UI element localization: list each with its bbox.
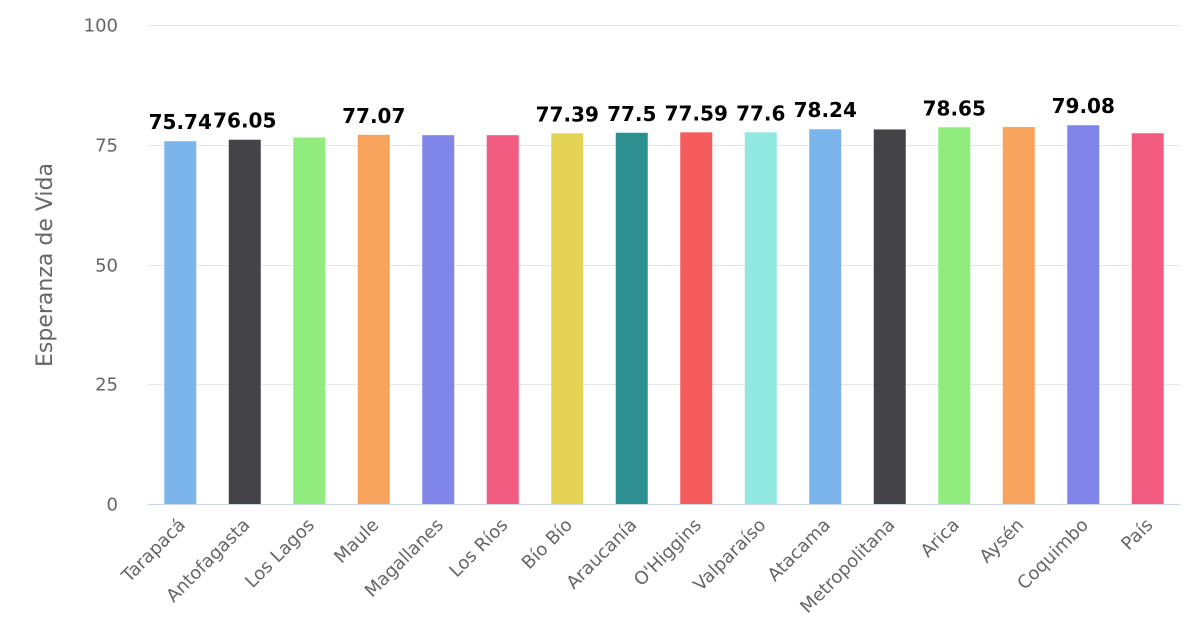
bar[interactable] xyxy=(873,129,906,504)
bar[interactable] xyxy=(551,133,584,505)
data-label: 77.39 xyxy=(536,102,599,126)
data-label: 77.6 xyxy=(736,101,785,125)
bar[interactable] xyxy=(1131,133,1164,504)
data-label: 76.05 xyxy=(213,109,276,133)
y-tick-label: 100 xyxy=(84,16,118,37)
bar[interactable] xyxy=(744,132,777,504)
bar[interactable] xyxy=(486,135,519,505)
x-tick-label: Araucanía xyxy=(562,515,641,594)
bars-layer xyxy=(164,125,1164,505)
bar[interactable] xyxy=(164,141,197,505)
data-label: 79.08 xyxy=(1052,94,1115,118)
y-tick-label: 50 xyxy=(95,256,118,277)
bar[interactable] xyxy=(680,132,713,504)
x-tick-label: Los Ríos xyxy=(445,515,512,582)
x-tick-label: Los Lagos xyxy=(241,515,319,593)
bar[interactable] xyxy=(1002,127,1035,504)
y-tick-label: 25 xyxy=(95,375,118,396)
x-tick-label: Bío Bío xyxy=(518,515,577,574)
data-label: 77.07 xyxy=(342,104,405,128)
bar[interactable] xyxy=(357,134,390,504)
data-label: 77.59 xyxy=(665,101,728,125)
data-label: 75.74 xyxy=(149,110,212,134)
y-axis-title: Esperanza de Vida xyxy=(33,163,58,367)
x-tick-label: Maule xyxy=(330,515,383,568)
bar[interactable] xyxy=(422,135,455,505)
bar[interactable] xyxy=(938,127,971,504)
bar[interactable] xyxy=(1067,125,1100,505)
data-label: 77.5 xyxy=(607,102,656,126)
data-labels-layer: 75.74 76.05 77.07 77.39 77.5 77.59 77.6 78.24 78… xyxy=(149,94,1115,134)
data-label: 78.65 xyxy=(923,96,986,120)
x-tick-label: Aysén xyxy=(976,515,1029,568)
y-tick-label: 75 xyxy=(95,136,118,157)
x-tick-label: Arica xyxy=(917,515,964,562)
x-tick-label: País xyxy=(1117,515,1157,555)
bar[interactable] xyxy=(615,132,648,504)
bar[interactable] xyxy=(228,139,261,504)
y-tick-label: 0 xyxy=(107,495,118,516)
bar[interactable] xyxy=(293,137,326,504)
y-axis: 0 25 50 75 100 xyxy=(84,16,118,516)
bar[interactable] xyxy=(809,129,842,504)
data-label: 78.24 xyxy=(794,98,857,122)
